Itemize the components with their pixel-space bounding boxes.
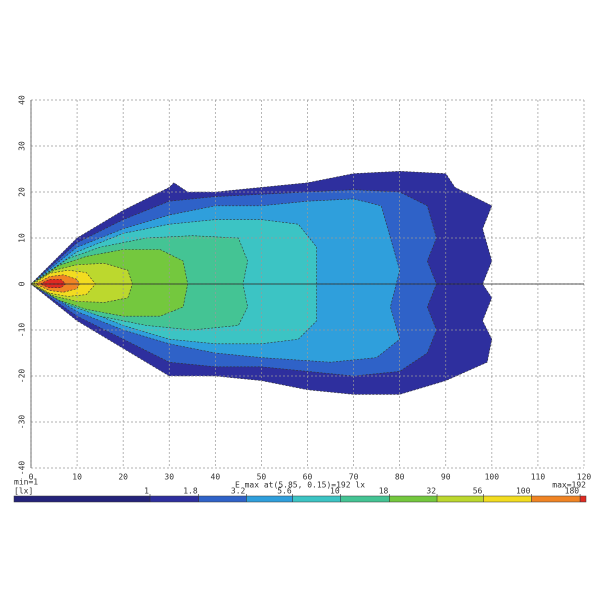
colorbar-segment [292, 496, 341, 502]
colorbar-segment [14, 496, 150, 502]
y-tick-label: 20 [18, 187, 27, 197]
colorbar-tick-label: 32 [426, 487, 436, 496]
colorbar-tick-label: 100 [516, 487, 531, 496]
emax-label: E max at(5.85, 0.15)=192 lx [235, 481, 365, 490]
y-tick-label: 0 [18, 281, 27, 286]
colorbar-tick-label: 180 [565, 487, 580, 496]
colorbar-tick-label: 3.2 [231, 487, 246, 496]
x-tick-label: 60 [303, 473, 313, 482]
x-tick-label: 80 [395, 473, 405, 482]
y-tick-label: 40 [18, 95, 27, 105]
max-label: max=192 [552, 481, 586, 490]
x-tick-label: 120 [577, 473, 592, 482]
colorbar-tick-label: 18 [379, 487, 389, 496]
colorbar-tick-label: 10 [330, 487, 340, 496]
unit-label: [lx] [14, 487, 33, 496]
colorbar-tick-label: 56 [473, 487, 483, 496]
colorbar-segment [389, 496, 438, 502]
min-label: min=1 [14, 478, 38, 487]
x-tick-label: 90 [441, 473, 451, 482]
colorbar-segment [198, 496, 247, 502]
x-tick-label: 110 [531, 473, 546, 482]
x-tick-label: 20 [118, 473, 128, 482]
colorbar-segment [437, 496, 484, 502]
x-tick-label: 50 [257, 473, 267, 482]
y-tick-label: -40 [18, 461, 27, 476]
y-tick-label: -30 [18, 415, 27, 430]
plot-area [30, 171, 493, 395]
x-tick-label: 30 [164, 473, 174, 482]
y-tick-label: -20 [18, 369, 27, 384]
colorbar-segment [150, 496, 199, 502]
x-tick-label: 0 [29, 473, 34, 482]
colorbar-frame [13, 495, 587, 503]
colorbar-segment [246, 496, 293, 502]
colorbar-tick-label: 5.6 [277, 487, 292, 496]
x-tick-label: 100 [485, 473, 500, 482]
colorbar-segment [483, 496, 532, 502]
colorbar-tick-label: 1.8 [183, 487, 198, 496]
colorbar-tick-label: 1 [144, 487, 149, 496]
x-tick-label: 40 [211, 473, 221, 482]
x-tick-label: 70 [349, 473, 359, 482]
colorbar-segment [580, 496, 586, 502]
y-tick-label: 30 [18, 141, 27, 151]
colorbar-segment [340, 496, 390, 502]
y-tick-label: 10 [18, 233, 27, 243]
x-tick-label: 10 [72, 473, 82, 482]
colorbar-segment [531, 496, 581, 502]
y-tick-label: -10 [18, 323, 27, 338]
